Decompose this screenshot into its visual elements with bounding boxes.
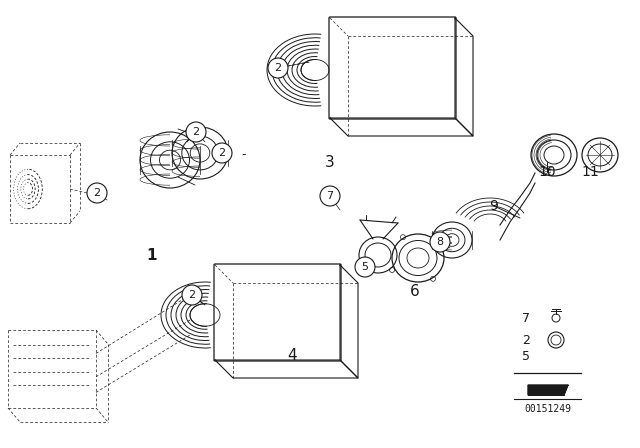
Circle shape [182,285,202,305]
Circle shape [186,122,206,142]
Circle shape [268,58,288,78]
Text: 2: 2 [218,148,225,158]
Text: 2: 2 [275,63,282,73]
Circle shape [355,257,375,277]
Circle shape [320,186,340,206]
Polygon shape [528,385,568,395]
Text: 2: 2 [193,127,200,137]
Circle shape [430,232,450,252]
Text: 2: 2 [93,188,100,198]
Text: 4: 4 [287,348,297,362]
Text: 7: 7 [522,311,530,324]
Text: 6: 6 [410,284,420,300]
Text: 9: 9 [490,199,499,213]
Text: -: - [242,148,246,161]
Text: 3: 3 [325,155,335,169]
Text: 8: 8 [436,237,444,247]
Text: 1: 1 [147,247,157,263]
Text: 7: 7 [326,191,333,201]
Text: 5: 5 [362,262,369,272]
Circle shape [87,183,107,203]
Text: 11: 11 [581,165,599,179]
Text: 00151249: 00151249 [525,404,572,414]
Text: 10: 10 [538,165,556,179]
Text: 2: 2 [522,333,530,346]
Circle shape [212,143,232,163]
Text: 5: 5 [522,349,530,362]
Text: 2: 2 [188,290,196,300]
